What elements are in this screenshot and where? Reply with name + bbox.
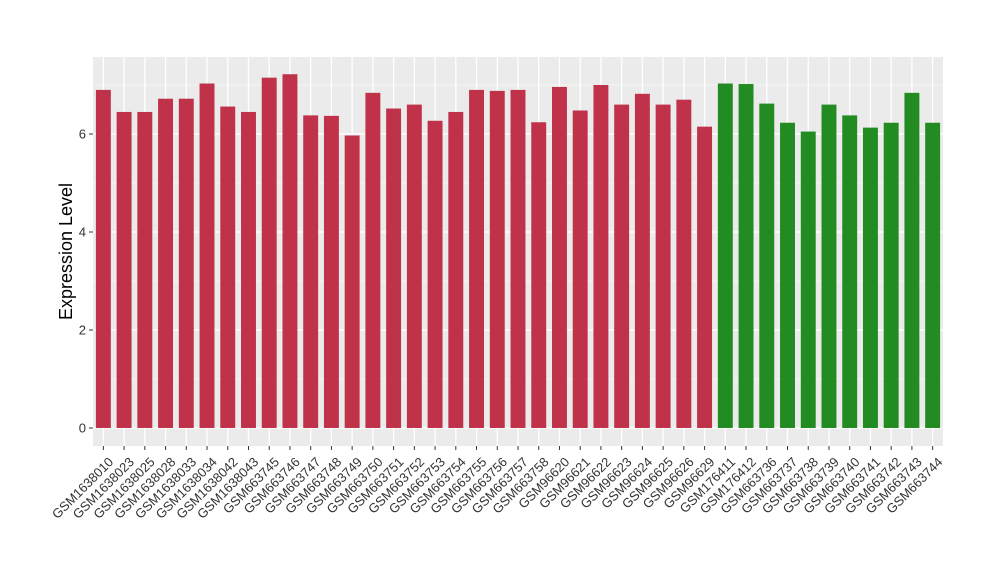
bar-GSM663758 [531, 122, 547, 429]
bar-GSM96629 [697, 126, 713, 429]
bar-GSM663754 [448, 111, 464, 428]
bar-GSM176411 [717, 83, 733, 428]
bar-GSM1638025 [137, 111, 153, 428]
bar-GSM96621 [572, 110, 588, 428]
y-tick-label: 2 [79, 323, 86, 338]
bar-GSM1638033 [178, 98, 194, 428]
bar-GSM663744 [925, 122, 941, 428]
bar-GSM663751 [386, 108, 402, 429]
bars [95, 74, 941, 429]
bar-GSM663747 [303, 115, 319, 428]
bar-GSM663743 [904, 92, 920, 428]
bar-GSM663753 [427, 120, 443, 429]
bar-GSM1638034 [199, 83, 215, 428]
y-axis: 0 2 4 6 [79, 127, 93, 436]
bar-GSM96625 [655, 104, 671, 428]
bar-GSM663741 [862, 127, 878, 428]
bar-GSM663750 [365, 92, 381, 428]
bar-GSM96620 [552, 86, 567, 429]
bar-GSM663755 [469, 89, 484, 429]
bar-GSM663742 [883, 122, 899, 428]
bar-GSM663736 [759, 103, 775, 429]
bar-GSM663740 [842, 115, 858, 428]
y-tick-label: 6 [79, 127, 86, 142]
bar-GSM663757 [510, 89, 526, 429]
bar-GSM663738 [800, 131, 816, 429]
bar-GSM663739 [821, 104, 837, 428]
bar-GSM1638042 [220, 106, 236, 428]
bar-GSM663737 [780, 122, 795, 428]
bar-GSM663752 [406, 104, 422, 428]
bar-GSM1638028 [158, 98, 174, 428]
bar-GSM663746 [282, 74, 298, 428]
bar-GSM1638043 [241, 111, 256, 428]
bar-GSM663756 [489, 90, 505, 428]
bar-GSM96622 [593, 85, 609, 428]
bar-GSM663745 [261, 77, 277, 429]
x-axis: GSM1638010GSM1638023GSM1638025GSM1638028… [49, 446, 946, 522]
bar-GSM663749 [344, 135, 360, 428]
bar-GSM96623 [614, 104, 630, 428]
y-axis-title: Expression Level [56, 183, 76, 320]
bar-GSM176412 [738, 84, 754, 429]
bar-GSM1638010 [95, 89, 111, 429]
y-tick-label: 0 [79, 421, 86, 436]
bar-GSM96624 [634, 93, 650, 428]
bar-GSM96626 [676, 99, 692, 428]
bar-GSM663748 [323, 115, 339, 429]
y-tick-label: 4 [79, 225, 86, 240]
bar-GSM1638023 [116, 111, 132, 428]
